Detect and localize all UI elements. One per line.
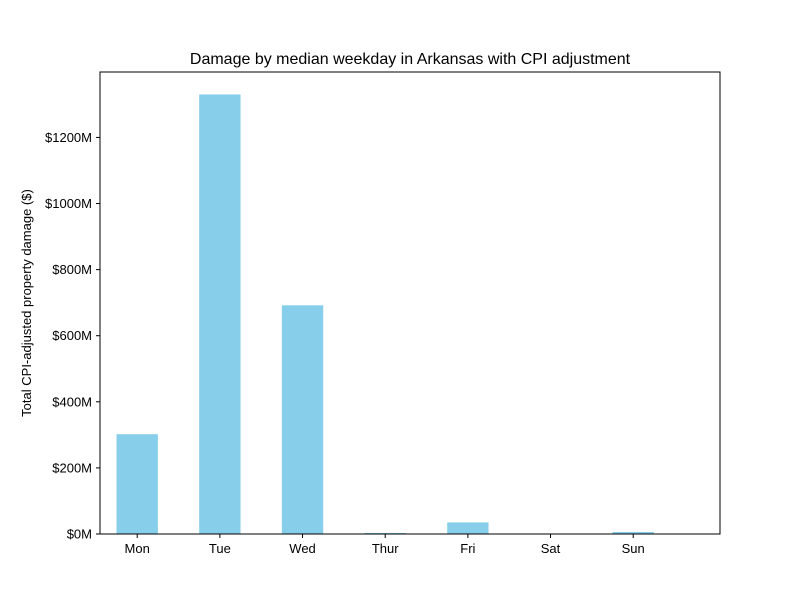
x-tick-label: Fri [460, 541, 475, 556]
bar-tue [199, 94, 241, 534]
y-tick-label: $200M [52, 460, 92, 475]
x-tick-label: Mon [125, 541, 150, 556]
y-axis: $0M $200M $400M $600M $800M $1000M $1200M [45, 130, 100, 542]
y-tick-label: $800M [52, 262, 92, 277]
y-tick-label: $600M [52, 328, 92, 343]
x-axis: Mon Tue Wed Thur Fri Sat Sun [125, 534, 645, 556]
bar-wed [281, 305, 324, 534]
x-tick-label: Sat [541, 541, 561, 556]
y-tick-label: $0M [67, 527, 92, 542]
bar-sun [612, 532, 654, 534]
bar-fri [447, 522, 489, 534]
x-tick-label: Thur [372, 541, 399, 556]
bars-group [116, 94, 654, 534]
chart-title: Damage by median weekday in Arkansas wit… [190, 51, 631, 68]
x-tick-label: Sun [622, 541, 645, 556]
y-tick-label: $400M [52, 394, 92, 409]
y-axis-label: Total CPI-adjusted property damage ($) [19, 189, 34, 417]
y-tick-label: $1000M [45, 196, 92, 211]
x-tick-label: Tue [209, 541, 231, 556]
y-tick-label: $1200M [45, 130, 92, 145]
bar-mon [116, 434, 158, 534]
x-tick-label: Wed [289, 541, 316, 556]
plot-frame [99, 71, 721, 535]
